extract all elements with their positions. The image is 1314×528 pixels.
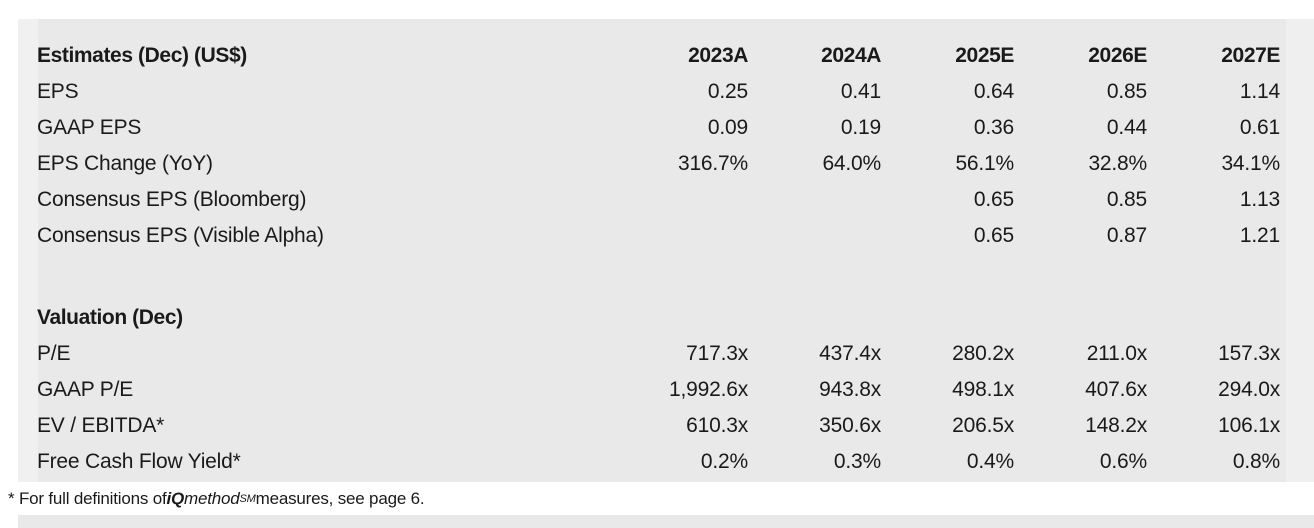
cell-value: 106.1x [1218, 413, 1280, 437]
cell-value: 0.25 [707, 79, 748, 103]
cell-value: 0.41 [840, 79, 881, 103]
year-header: 2024A [821, 43, 881, 67]
footnote: * For full definitions of iQ method SM mea… [0, 482, 1314, 515]
footnote-prefix: * For full definitions of [8, 488, 167, 508]
table-row-gaap-pe: GAAP P/E 1,992.6x 943.8x 498.1x 407.6x 2… [37, 371, 1280, 407]
cell-value: 1,992.6x [669, 377, 748, 401]
row-label: Consensus EPS (Visible Alpha) [37, 223, 324, 247]
cell-value: 0.36 [973, 115, 1014, 139]
year-header: 2025E [955, 43, 1014, 67]
cell-value: 0.19 [840, 115, 881, 139]
estimates-table: Estimates (Dec) (US$) 2023A 2024A 2025E … [18, 19, 1314, 482]
cell-value: 64.0% [822, 151, 881, 175]
table-row-eps-change: EPS Change (YoY) 316.7% 64.0% 56.1% 32.8… [37, 145, 1280, 181]
cell-value: 0.87 [1106, 223, 1147, 247]
row-label: EPS Change (YoY) [37, 151, 213, 175]
cell-value: 437.4x [819, 341, 881, 365]
cell-value: 610.3x [686, 413, 748, 437]
row-label: GAAP EPS [37, 115, 142, 139]
cell-value: 0.85 [1106, 79, 1147, 103]
row-label: Consensus EPS (Bloomberg) [37, 187, 307, 211]
cell-value: 0.61 [1239, 115, 1280, 139]
cell-value: 0.4% [966, 449, 1014, 473]
cell-value: 157.3x [1218, 341, 1280, 365]
cell-value: 0.6% [1099, 449, 1147, 473]
cell-value: 294.0x [1218, 377, 1280, 401]
year-header: 2027E [1221, 43, 1280, 67]
cell-value: 1.21 [1239, 223, 1280, 247]
row-label: Free Cash Flow Yield* [37, 449, 241, 473]
cell-value: 34.1% [1221, 151, 1280, 175]
row-label: P/E [37, 341, 71, 365]
cell-value: 0.8% [1232, 449, 1280, 473]
section-title-valuation: Valuation (Dec) [37, 305, 183, 329]
panel-left-gutter [18, 19, 38, 482]
table-header-row-valuation: Valuation (Dec) [37, 299, 1280, 335]
cell-value: 350.6x [819, 413, 881, 437]
table-row-consensus-visible-alpha: Consensus EPS (Visible Alpha) 0.65 0.87 … [37, 217, 1280, 253]
estimates-valuation-panel: Estimates (Dec) (US$) 2023A 2024A 2025E … [18, 19, 1314, 482]
cell-value: 148.2x [1085, 413, 1147, 437]
footnote-method: method [184, 488, 240, 508]
cell-value: 1.14 [1239, 79, 1280, 103]
year-header: 2023A [688, 43, 748, 67]
cell-value: 0.2% [700, 449, 748, 473]
cell-value: 316.7% [677, 151, 748, 175]
bottom-panel-strip [18, 515, 1314, 528]
cell-value: 1.13 [1239, 187, 1280, 211]
cell-value: 206.5x [952, 413, 1014, 437]
table-row-consensus-bloomberg: Consensus EPS (Bloomberg) 0.65 0.85 1.13 [37, 181, 1280, 217]
cell-value: 0.65 [973, 223, 1014, 247]
section-title-estimates: Estimates (Dec) (US$) [37, 43, 247, 67]
cell-value: 32.8% [1088, 151, 1147, 175]
row-label: EPS [37, 79, 79, 103]
cell-value: 943.8x [819, 377, 881, 401]
cell-value: 0.3% [833, 449, 881, 473]
table-row-fcf-yield: Free Cash Flow Yield* 0.2% 0.3% 0.4% 0.6… [37, 443, 1280, 479]
cell-value: 0.44 [1106, 115, 1147, 139]
section-gap [37, 253, 1280, 299]
panel-right-gutter [1286, 19, 1314, 482]
cell-value: 0.09 [707, 115, 748, 139]
footnote-iq: iQ [166, 488, 185, 508]
table-row-ev-ebitda: EV / EBITDA* 610.3x 350.6x 206.5x 148.2x… [37, 407, 1280, 443]
year-header: 2026E [1088, 43, 1147, 67]
table-row-eps: EPS 0.25 0.41 0.64 0.85 1.14 [37, 73, 1280, 109]
table-header-row: Estimates (Dec) (US$) 2023A 2024A 2025E … [37, 37, 1280, 73]
cell-value: 280.2x [952, 341, 1014, 365]
row-label: GAAP P/E [37, 377, 134, 401]
cell-value: 211.0x [1086, 341, 1147, 365]
table-row-pe: P/E 717.3x 437.4x 280.2x 211.0x 157.3x [37, 335, 1280, 371]
cell-value: 717.3x [686, 341, 748, 365]
cell-value: 0.85 [1106, 187, 1147, 211]
cell-value: 0.65 [973, 187, 1014, 211]
table-row-gaap-eps: GAAP EPS 0.09 0.19 0.36 0.44 0.61 [37, 109, 1280, 145]
cell-value: 498.1x [952, 377, 1014, 401]
cell-value: 0.64 [973, 79, 1014, 103]
row-label: EV / EBITDA* [37, 413, 165, 437]
cell-value: 56.1% [955, 151, 1014, 175]
footnote-suffix: measures, see page 6. [255, 488, 425, 508]
cell-value: 407.6x [1085, 377, 1147, 401]
